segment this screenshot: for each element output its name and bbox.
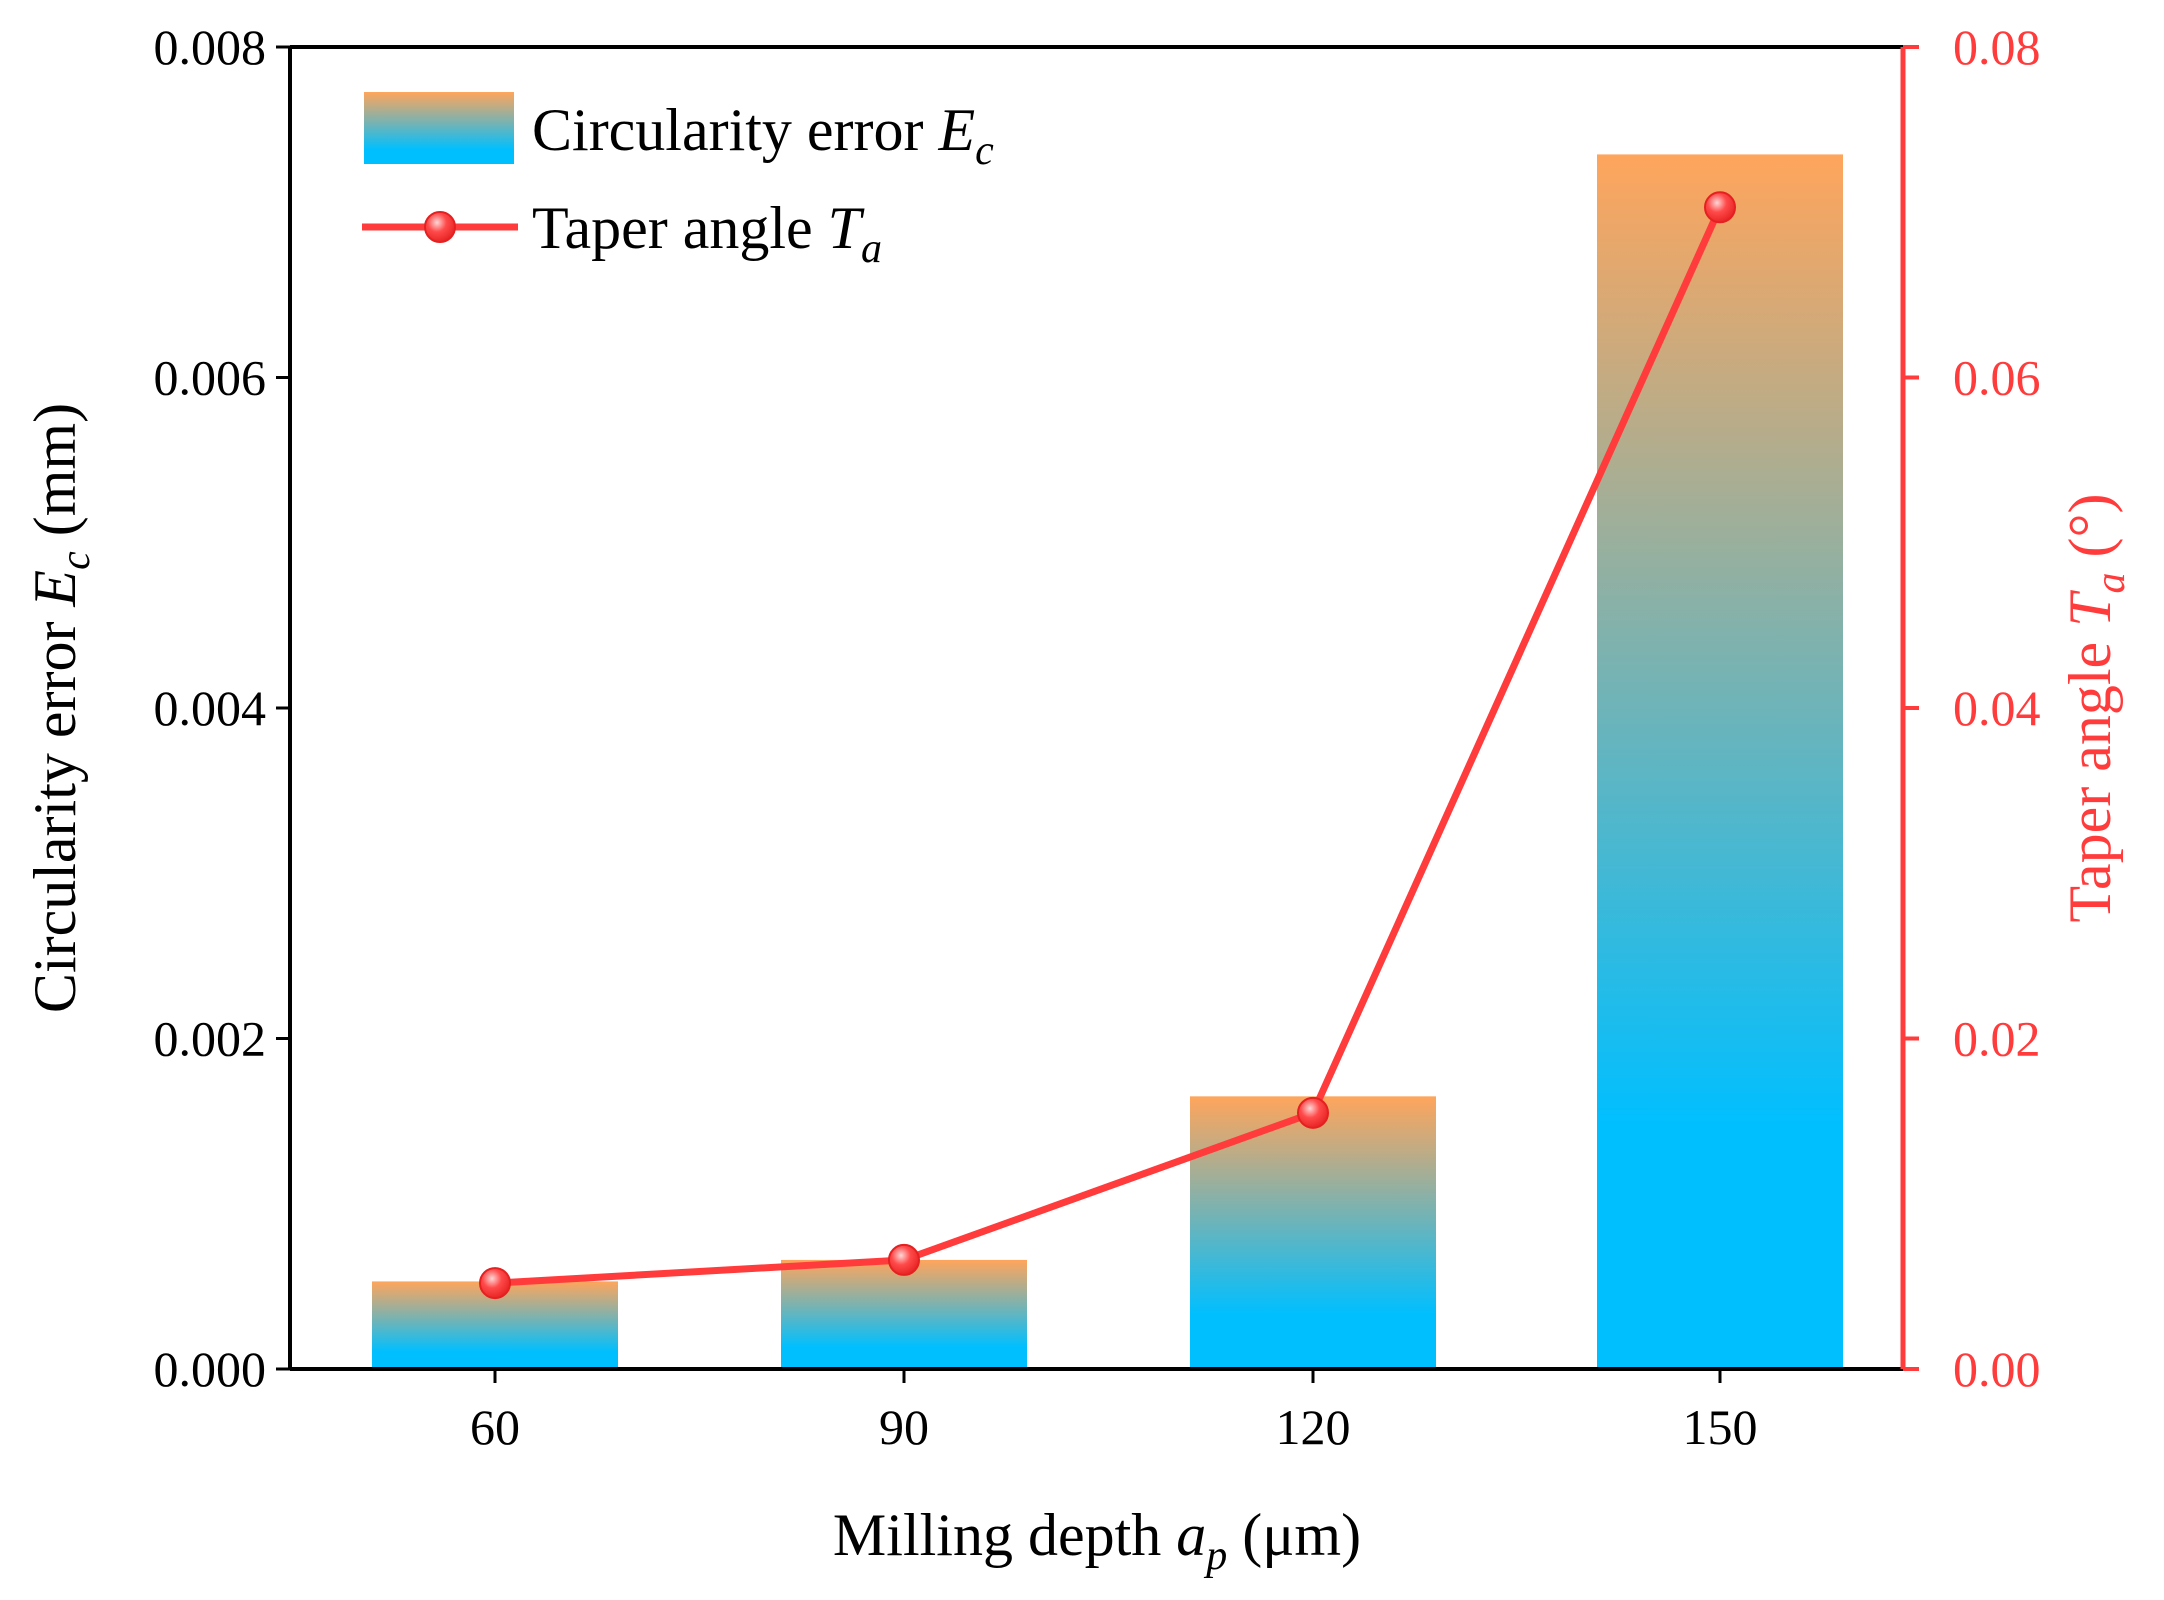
y-left-tick-label-2: 0.004 [154,680,267,736]
y-left-tick-label-0: 0.000 [154,1341,267,1397]
bars-layer [372,154,1843,1370]
legend-line-label-symbol: T [828,195,865,261]
taper-angle-point-90 [888,1243,920,1276]
legend-bar-swatch [364,92,514,164]
x-tick-label-120: 120 [1276,1399,1351,1455]
x-axis-title: Milling depth ap (μm) [833,1502,1361,1579]
legend-line-label-sub: a [861,226,882,272]
y-axis-left-title: Circularity error Ec (mm) [22,403,99,1013]
bar-120 [1190,1096,1436,1369]
taper-angle-point-60 [479,1267,511,1300]
x-axis-title-text: Milling depth [833,1502,1176,1568]
legend-line-label-text: Taper angle [532,195,813,261]
legend: Circularity error Ec Taper angle Ta [362,92,994,272]
x-tick-label-150: 150 [1683,1399,1758,1455]
legend-bar-label: Circularity error Ec [532,97,994,174]
y-axis-right-title-text: Taper angle [2057,627,2123,923]
y-right-tick-label-3: 0.06 [1953,350,2041,406]
y-axis-right-title-symbol: T [2057,590,2123,627]
bar-150 [1597,154,1843,1370]
y-left-tick-label-1: 0.002 [154,1011,267,1067]
bar-90 [781,1259,1027,1369]
y-axis-left-title-unit: (mm) [22,403,88,551]
taper-angle-line [494,205,1724,1287]
x-tick-label-60: 60 [470,1399,520,1455]
y-right-tick-label-2: 0.04 [1953,680,2041,736]
axes-layer: 60 90 120 150 0.000 0.002 0.004 0.006 0.008 0.00 0… [154,19,2041,1455]
y-axis-right-title-sub: a [2088,572,2134,593]
y-axis-left-title-symbol: E [22,570,88,608]
y-left-tick-label-4: 0.008 [154,19,267,75]
legend-bar-label-symbol: E [938,97,976,163]
y-axis-left-title-sub: c [53,551,99,570]
legend-bar-label-sub: c [975,128,994,174]
taper-angle-point-150 [1704,191,1736,224]
x-axis-title-symbol: a [1176,1502,1206,1568]
y-axis-right-title: Taper angle Ta (°) [2057,494,2134,923]
x-axis-title-sub: p [1203,1533,1227,1579]
y-left-tick-label-3: 0.006 [154,350,267,406]
legend-line-marker [424,211,456,243]
taper-angle-point-120 [1297,1096,1329,1129]
line-layer [479,191,1736,1300]
y-axis-right-title-unit: (°) [2057,494,2123,573]
x-axis-title-unit: (μm) [1227,1502,1361,1568]
y-axis-left-title-text: Circularity error [22,607,88,1014]
legend-line-label: Taper angle Ta [532,195,882,272]
x-tick-label-90: 90 [879,1399,929,1455]
y-right-tick-label-0: 0.00 [1953,1341,2041,1397]
y-right-tick-label-1: 0.02 [1953,1011,2041,1067]
y-right-tick-label-4: 0.08 [1953,19,2041,75]
legend-bar-label-text: Circularity error [532,97,924,163]
